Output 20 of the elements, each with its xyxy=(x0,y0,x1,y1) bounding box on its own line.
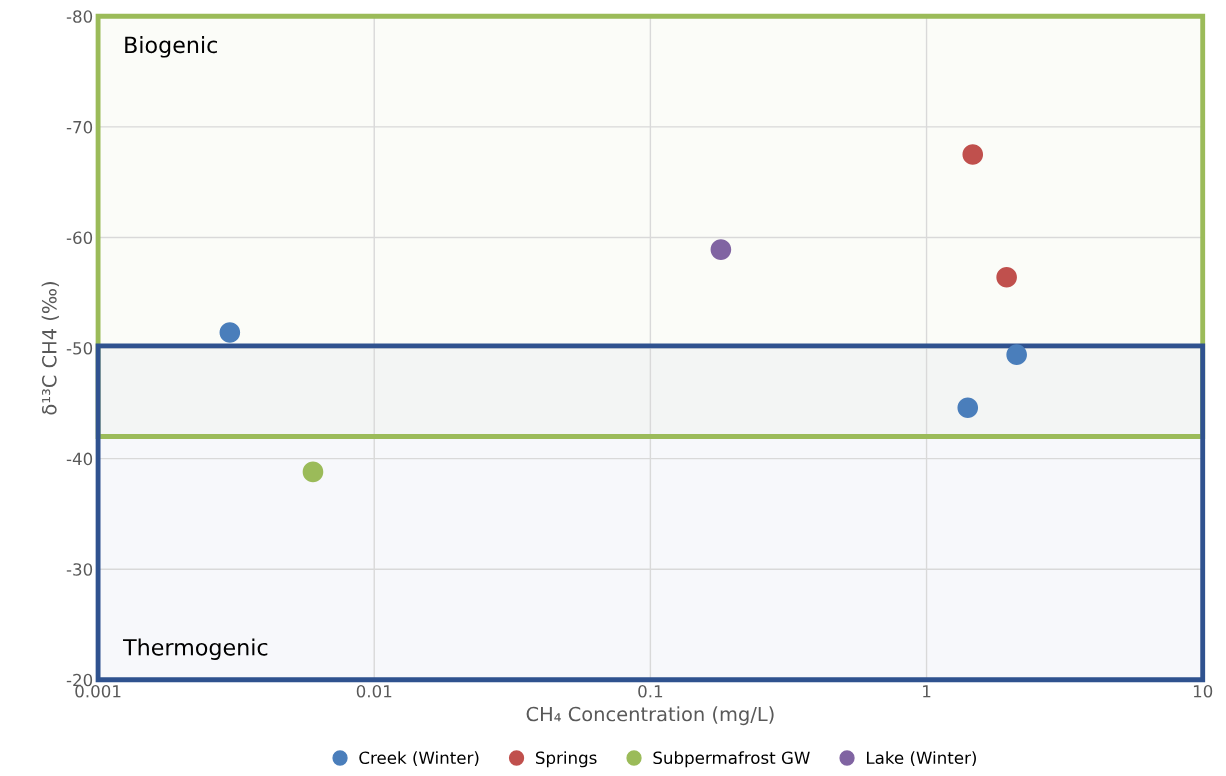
band-label: Thermogenic xyxy=(123,638,268,660)
x-tick-label: 1 xyxy=(923,685,931,698)
x-axis-title: CH₄ Concentration (mg/L) xyxy=(526,706,774,726)
band-label: Biogenic xyxy=(125,36,217,58)
x-tick-label: 10 xyxy=(1193,684,1213,698)
y-tick-label: -70 xyxy=(66,120,93,134)
legend-label: Subpermafrost GW xyxy=(653,751,810,768)
legend-label: Lake (Winter) xyxy=(867,751,976,767)
legend-label: Creek (Winter) xyxy=(359,751,479,767)
x-tick-label: 0.1 xyxy=(638,684,663,698)
legend-label: Springs xyxy=(535,751,597,768)
y-tick-label: -80 xyxy=(66,10,93,23)
y-tick-label: -30 xyxy=(66,563,93,576)
y-axis-title: δ¹³C CH4 (‰) xyxy=(41,282,59,415)
y-tick-label: -40 xyxy=(66,452,93,466)
y-tick-label: -20 xyxy=(66,673,93,687)
y-tick-label: -60 xyxy=(66,231,93,245)
y-tick-label: -50 xyxy=(66,342,93,355)
x-tick-label: 0.01 xyxy=(356,684,392,698)
x-tick-label: 0.001 xyxy=(75,684,121,698)
